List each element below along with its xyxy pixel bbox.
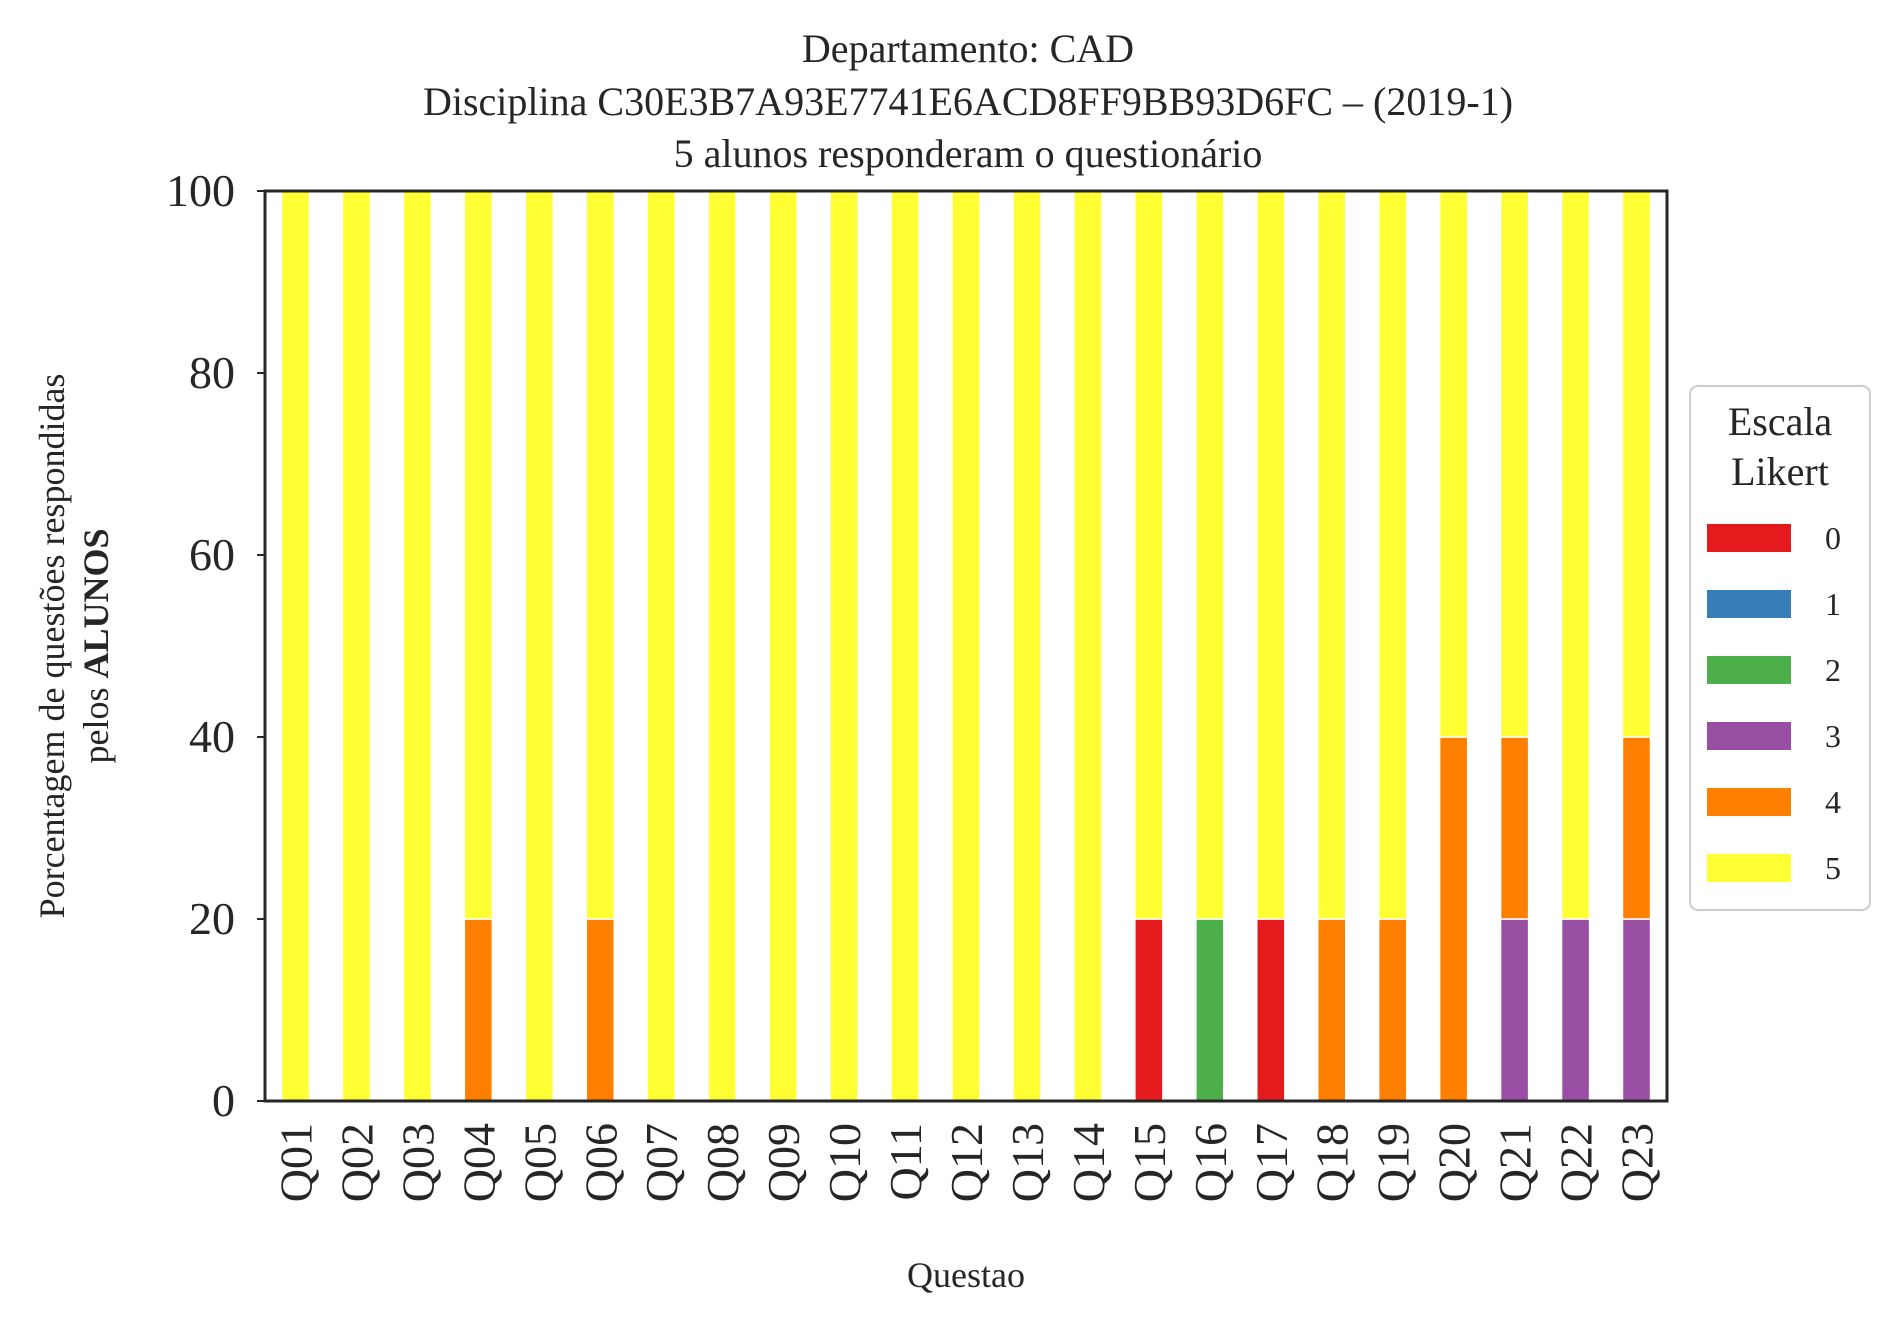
bar-q06-scale-4 [585, 918, 616, 1102]
legend-swatch-3 [1707, 722, 1791, 750]
legend-label-3: 3 [1825, 718, 1841, 754]
x-tick-label: Q17 [1246, 1123, 1297, 1202]
bar-q11-scale-5 [890, 190, 920, 1102]
y-tick-label: 0 [212, 1075, 235, 1126]
x-tick-label: Q21 [1490, 1123, 1541, 1202]
legend-label-0: 0 [1825, 520, 1841, 556]
chart-title-line-2: Disciplina C30E3B7A93E7741E6ACD8FF9BB93D… [423, 79, 1513, 124]
chart-title-line-1: Departamento: CAD [802, 26, 1134, 71]
bar-q21-scale-4 [1499, 736, 1530, 920]
bar-q01-scale-5 [280, 190, 311, 1102]
x-tick-label: Q04 [453, 1123, 504, 1202]
bar-q12-scale-5 [951, 190, 981, 1102]
legend-items: 0 1 2 3 4 5 [1707, 520, 1841, 886]
x-tick-label: Q01 [270, 1123, 321, 1202]
bar-q23-scale-4 [1621, 736, 1652, 920]
bar-q05-scale-5 [524, 190, 555, 1102]
bar-q22-scale-3 [1560, 918, 1591, 1102]
y-axis-label-line-2-bold: ALUNOS [76, 528, 116, 678]
legend-swatch-0 [1707, 524, 1791, 552]
x-tick-label: Q19 [1368, 1123, 1419, 1202]
bar-q07-scale-5 [646, 190, 676, 1102]
y-axis-label-line-2-prefix: pelos [76, 679, 116, 764]
bar-q15-scale-0 [1134, 918, 1164, 1102]
legend: Escala Likert 0 1 2 3 4 5 [1689, 385, 1871, 911]
y-axis-label-line-2: pelos ALUNOS [76, 528, 116, 763]
bar-q23-scale-3 [1621, 918, 1652, 1102]
bar-q17-scale-0 [1256, 918, 1286, 1102]
x-tick-label: Q03 [392, 1123, 443, 1202]
x-tick-label: Q13 [1002, 1123, 1053, 1202]
chart-title: Departamento: CAD Disciplina C30E3B7A93E… [423, 26, 1513, 176]
bar-q22-scale-5 [1560, 190, 1591, 920]
y-tick-label: 20 [189, 893, 235, 944]
x-tick-label: Q11 [880, 1123, 931, 1201]
x-tick-label: Q09 [758, 1123, 809, 1202]
bar-q19-scale-5 [1377, 190, 1408, 920]
bar-q06-scale-5 [585, 190, 616, 920]
bar-group [280, 190, 1652, 1102]
legend-title-line-1: Escala [1728, 399, 1833, 444]
y-tick-label: 60 [189, 529, 235, 580]
bar-q18-scale-4 [1316, 918, 1347, 1102]
bar-q16-scale-5 [1195, 190, 1225, 920]
bar-q13-scale-5 [1012, 190, 1042, 1102]
x-tick-label: Q08 [697, 1123, 748, 1202]
bar-q03-scale-5 [402, 190, 433, 1102]
bar-q14-scale-5 [1073, 190, 1103, 1102]
bar-q18-scale-5 [1316, 190, 1347, 920]
y-axis-ticks: 0 20 40 60 80 100 [166, 165, 265, 1126]
y-axis-label: Porcentagem de questões respondidas pelo… [32, 374, 116, 919]
legend-swatch-2 [1707, 656, 1791, 684]
x-tick-label: Q12 [941, 1123, 992, 1202]
y-axis-label-line-1: Porcentagem de questões respondidas [32, 374, 72, 919]
x-tick-label: Q05 [514, 1123, 565, 1202]
bar-q20-scale-5 [1438, 190, 1469, 738]
legend-swatch-5 [1707, 854, 1791, 882]
chart-title-line-3: 5 alunos responderam o questionário [674, 131, 1263, 176]
bar-q21-scale-5 [1499, 190, 1530, 738]
bar-q16-scale-2 [1195, 918, 1225, 1102]
legend-label-2: 2 [1825, 652, 1841, 688]
legend-label-4: 4 [1825, 784, 1841, 820]
legend-swatch-1 [1707, 590, 1791, 618]
x-tick-label: Q14 [1063, 1123, 1114, 1202]
x-axis-label: Questao [907, 1255, 1025, 1295]
x-tick-label: Q16 [1185, 1123, 1236, 1202]
legend-frame [1689, 385, 1871, 911]
bar-q09-scale-5 [768, 190, 798, 1102]
y-tick-label: 100 [166, 165, 235, 216]
bar-q04-scale-4 [463, 918, 494, 1102]
x-axis-ticks: Q01 Q02 Q03 Q04 Q05 Q06 Q07 Q08 Q09 Q10 Q11 Q12 Q13 Q… [270, 1123, 1662, 1202]
x-tick-label: Q22 [1551, 1123, 1602, 1202]
x-tick-label: Q20 [1429, 1123, 1480, 1202]
bar-q17-scale-5 [1256, 190, 1286, 920]
bar-q02-scale-5 [341, 190, 372, 1102]
y-tick-label: 80 [189, 347, 235, 398]
x-tick-label: Q15 [1124, 1123, 1175, 1202]
x-tick-label: Q07 [636, 1123, 687, 1202]
bar-q10-scale-5 [829, 190, 859, 1102]
x-tick-label: Q06 [575, 1123, 626, 1202]
bar-q04-scale-5 [463, 190, 494, 920]
legend-label-1: 1 [1825, 586, 1841, 622]
x-tick-label: Q02 [331, 1123, 382, 1202]
x-tick-label: Q23 [1612, 1123, 1663, 1202]
bar-q15-scale-5 [1134, 190, 1164, 920]
bar-q23-scale-5 [1621, 190, 1652, 738]
bar-q08-scale-5 [707, 190, 737, 1102]
legend-title-line-2: Likert [1731, 449, 1829, 494]
x-tick-label: Q18 [1307, 1123, 1358, 1202]
y-tick-label: 40 [189, 711, 235, 762]
x-tick-label: Q10 [819, 1123, 870, 1202]
bar-q21-scale-3 [1499, 918, 1530, 1102]
bar-q20-scale-4 [1438, 736, 1469, 1102]
plot-frame [263, 189, 1669, 1103]
legend-label-5: 5 [1825, 850, 1841, 886]
bar-q19-scale-4 [1377, 918, 1408, 1102]
legend-swatch-4 [1707, 788, 1791, 816]
